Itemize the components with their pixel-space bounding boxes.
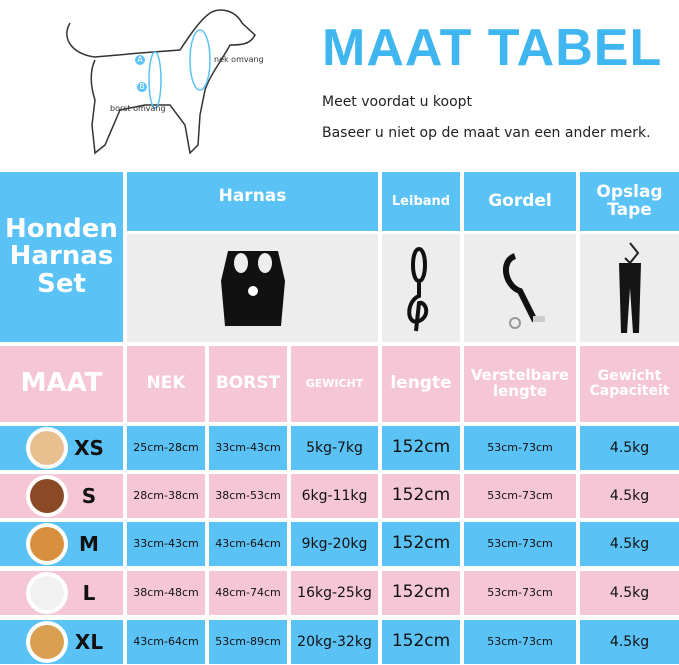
column-header-5: Verstelbare lengte [464,346,576,422]
size-label: S [81,483,97,508]
product-gordel: Gordel [464,172,576,231]
cell-lengte: 152cm [382,426,460,470]
size-label: XS [74,435,104,460]
storage-tape-image [580,234,679,342]
cell-capaciteit: 4.5kg [580,474,679,518]
marker-a: A [135,55,145,65]
cell-nek: 33cm-43cm [127,522,205,566]
size-label: XL [74,629,104,654]
cell-nek: 43cm-64cm [127,620,205,664]
size-label: L [82,580,96,605]
cell-gewicht: 16kg-25kg [291,571,378,615]
dog-measurement-diagram [66,9,256,155]
product-opslag-tape: Opslag Tape [580,172,679,231]
cell-gewicht: 20kg-32kg [291,620,378,664]
page-title: MAAT TABEL [322,19,663,77]
size-cell: S [0,474,123,518]
dog-avatar [26,572,68,614]
size-cell: L [0,571,123,615]
subtitle-brand: Baseer u niet op de maat van een ander m… [322,125,651,141]
column-header-0: MAAT [0,346,123,422]
size-cell: M [0,522,123,566]
cell-lengte: 152cm [382,522,460,566]
size-cell: XL [0,620,123,664]
column-header-3: GEWICHT [291,346,378,422]
harness-image [127,234,378,342]
cell-lengte: 152cm [382,571,460,615]
cell-capaciteit: 4.5kg [580,620,679,664]
marker-b: B [137,82,147,92]
corner-title: Honden Harnas Set [0,172,123,342]
cell-verstelbaar: 53cm-73cm [464,426,576,470]
cell-nek: 38cm-48cm [127,571,205,615]
dog-avatar [26,475,68,517]
cell-capaciteit: 4.5kg [580,522,679,566]
column-header-4: lengte [382,346,460,422]
cell-verstelbaar: 53cm-73cm [464,522,576,566]
cell-borst: 33cm-43cm [209,426,287,470]
cell-nek: 28cm-38cm [127,474,205,518]
seatbelt-image [464,234,576,342]
column-header-2: BORST [209,346,287,422]
cell-borst: 38cm-53cm [209,474,287,518]
column-header-6: Gewicht Capaciteit [580,346,679,422]
subtitle-measure: Meet voordat u koopt [322,94,473,110]
column-header-1: NEK [127,346,205,422]
borst-omvang-label: borst omvang [110,104,166,113]
size-label: M [79,531,99,556]
dog-avatar [26,523,68,565]
cell-verstelbaar: 53cm-73cm [464,620,576,664]
cell-borst: 53cm-89cm [209,620,287,664]
cell-verstelbaar: 53cm-73cm [464,474,576,518]
cell-lengte: 152cm [382,620,460,664]
cell-gewicht: 9kg-20kg [291,522,378,566]
cell-verstelbaar: 53cm-73cm [464,571,576,615]
leash-image [382,234,460,342]
product-harnas: Harnas [127,172,378,231]
cell-gewicht: 5kg-7kg [291,426,378,470]
nek-omvang-label: nek omvang [214,55,264,64]
cell-borst: 48cm-74cm [209,571,287,615]
cell-borst: 43cm-64cm [209,522,287,566]
cell-capaciteit: 4.5kg [580,426,679,470]
cell-nek: 25cm-28cm [127,426,205,470]
size-cell: XS [0,426,123,470]
dog-avatar [26,621,68,663]
cell-lengte: 152cm [382,474,460,518]
cell-gewicht: 6kg-11kg [291,474,378,518]
cell-capaciteit: 4.5kg [580,571,679,615]
product-leiband: Leiband [382,172,460,231]
dog-avatar [26,427,68,469]
